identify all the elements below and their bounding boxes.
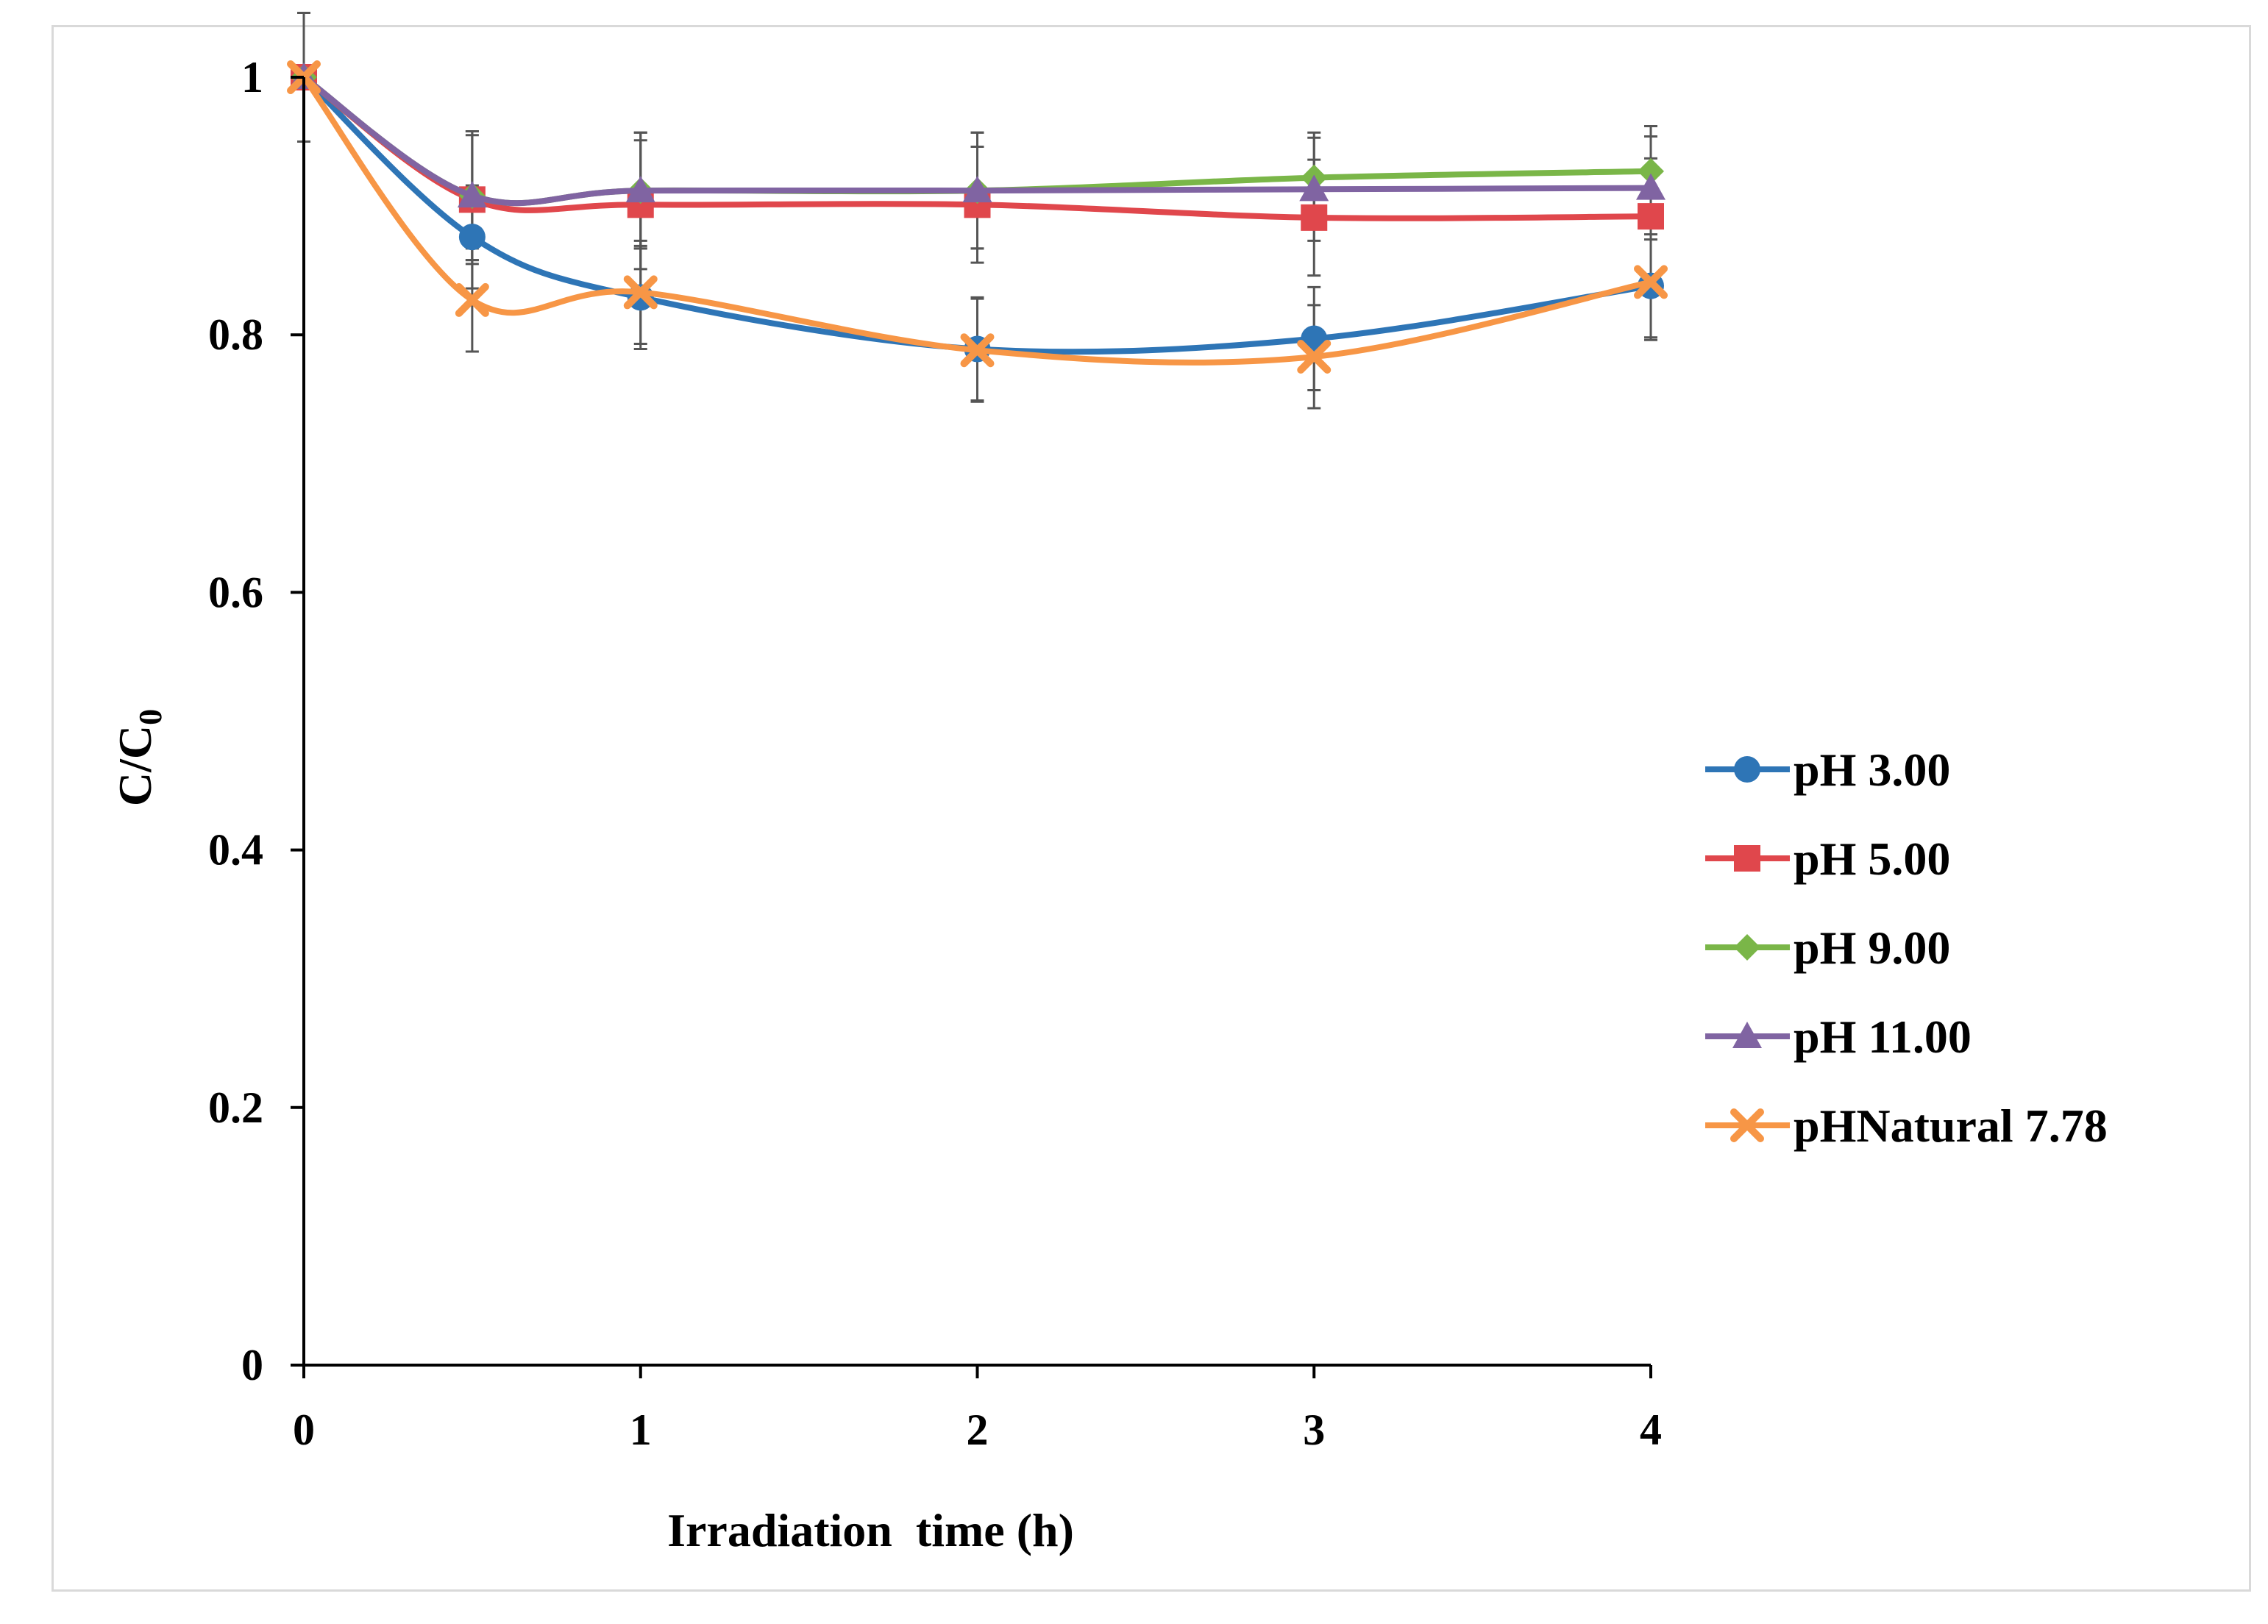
axes: 0 0.2 0.4 0.6 0.8 1 0 1 2 3 4 bbox=[208, 53, 1662, 1454]
y-axis-title-main: C/C bbox=[109, 725, 161, 806]
legend-item: pH 5.00 bbox=[1705, 833, 1950, 885]
data-point bbox=[1301, 204, 1328, 231]
legend-marker bbox=[1734, 845, 1760, 872]
legend-label: pH 3.00 bbox=[1794, 744, 1950, 796]
x-axis-title: Irradiation time (h) bbox=[667, 1504, 1074, 1556]
series-3 bbox=[289, 63, 1666, 208]
x-tick-label: 1 bbox=[630, 1406, 652, 1454]
legend-marker bbox=[1734, 756, 1760, 783]
x-tick-label: 4 bbox=[1640, 1406, 1662, 1454]
legend-item: pH 3.00 bbox=[1705, 744, 1950, 796]
data-point bbox=[1299, 174, 1329, 202]
legend: pH 3.00 pH 5.00 pH 9.00 pH 11.00 pHNatural 7… bbox=[1705, 744, 2108, 1152]
legend-item: pHNatural 7.78 bbox=[1705, 1100, 2108, 1152]
y-tick-label: 0.8 bbox=[208, 310, 263, 359]
data-point bbox=[1297, 339, 1332, 374]
x-tick-label: 0 bbox=[293, 1406, 315, 1454]
plot-area bbox=[287, 11, 1668, 410]
data-point bbox=[962, 176, 992, 203]
data-point bbox=[960, 333, 995, 368]
legend-label: pH 5.00 bbox=[1794, 833, 1950, 885]
data-point bbox=[1636, 173, 1666, 200]
y-axis-title-subscript: 0 bbox=[132, 709, 168, 725]
y-tick-label: 0.4 bbox=[208, 826, 263, 875]
legend-marker bbox=[1734, 934, 1760, 961]
legend-item: pH 11.00 bbox=[1705, 1011, 1972, 1063]
legend-marker bbox=[1732, 1022, 1762, 1048]
y-tick-label: 0 bbox=[241, 1341, 263, 1389]
y-tick-label: 0.2 bbox=[208, 1083, 263, 1132]
y-axis-title: C/C0 bbox=[109, 709, 168, 806]
y-tick-label: 0.6 bbox=[208, 568, 263, 616]
legend-label: pH 11.00 bbox=[1794, 1011, 1972, 1063]
data-point bbox=[457, 181, 487, 208]
data-point bbox=[1638, 157, 1664, 185]
data-point bbox=[455, 282, 489, 317]
x-tick-label: 2 bbox=[967, 1406, 989, 1454]
legend-label: pH 9.00 bbox=[1794, 922, 1950, 974]
data-point bbox=[1634, 265, 1668, 299]
chart-frame bbox=[51, 25, 2251, 1592]
legend-label: pHNatural 7.78 bbox=[1794, 1100, 2108, 1152]
legend-marker bbox=[1730, 1108, 1764, 1142]
legend-item: pH 9.00 bbox=[1705, 922, 1950, 974]
data-point bbox=[1638, 203, 1664, 230]
data-point bbox=[623, 275, 658, 310]
data-point bbox=[625, 176, 655, 203]
series-line bbox=[301, 75, 1652, 366]
data-point bbox=[458, 224, 486, 251]
x-tick-label: 3 bbox=[1303, 1406, 1325, 1454]
y-tick-label: 1 bbox=[241, 53, 263, 102]
